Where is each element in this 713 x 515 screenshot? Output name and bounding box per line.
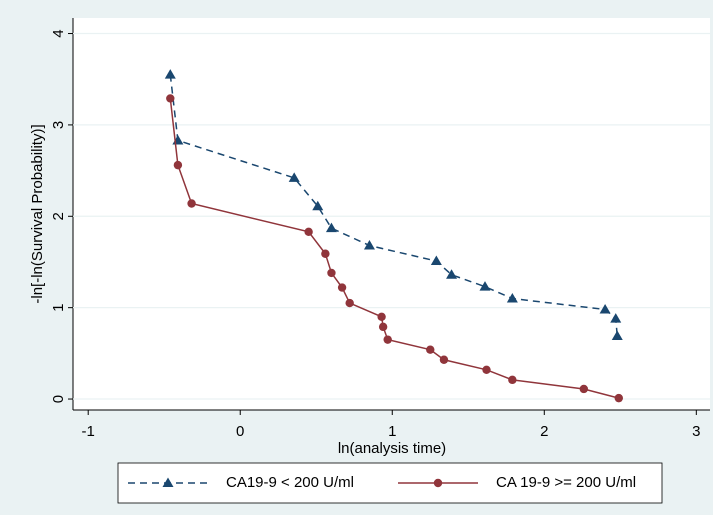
circle-marker — [377, 312, 386, 321]
circle-marker — [173, 160, 183, 170]
triangle-marker — [610, 313, 622, 323]
legend-label: CA 19-9 >= 200 U/ml — [496, 474, 636, 491]
triangle-marker — [599, 303, 611, 314]
legend-label: CA19-9 < 200 U/ml — [226, 474, 354, 491]
triangle-marker — [446, 269, 458, 279]
triangle-marker — [430, 255, 442, 266]
circle-marker — [321, 249, 330, 258]
y-tick-label: 3 — [50, 121, 67, 129]
circle-marker — [508, 375, 517, 385]
triangle-marker — [479, 281, 491, 291]
x-tick-label: 2 — [540, 423, 548, 440]
plot-area — [73, 18, 710, 410]
circle-marker — [187, 199, 196, 208]
circle-marker — [166, 94, 175, 103]
triangle-marker — [611, 330, 623, 340]
triangle-marker — [288, 172, 300, 182]
circle-marker — [482, 365, 491, 374]
y-axis-title: -ln[-ln(Survival Probability)] — [29, 124, 46, 303]
circle-marker — [579, 384, 589, 394]
circle-marker — [614, 393, 623, 403]
triangle-marker — [363, 240, 375, 250]
circle-marker — [378, 322, 388, 332]
legend-marker — [433, 478, 443, 488]
y-tick-label: 0 — [50, 395, 67, 403]
circle-marker — [345, 298, 354, 308]
legend-box — [117, 462, 663, 504]
triangle-marker — [506, 293, 518, 303]
circle-marker — [337, 283, 347, 292]
triangle-marker — [164, 69, 176, 79]
triangle-marker — [325, 222, 337, 233]
triangle-marker — [312, 200, 324, 211]
y-tick-label: 4 — [50, 29, 67, 37]
circle-marker — [304, 227, 313, 237]
legend-marker — [162, 477, 174, 487]
circle-marker — [439, 355, 449, 364]
circle-marker — [426, 345, 435, 354]
circle-marker — [327, 268, 336, 278]
circle-marker — [383, 335, 392, 344]
x-tick-label: 0 — [236, 423, 244, 440]
y-tick-label: 1 — [50, 303, 67, 311]
x-axis-title: ln(analysis time) — [338, 440, 446, 457]
x-tick-label: 3 — [692, 423, 700, 440]
x-tick-label: 1 — [388, 423, 396, 440]
y-tick-label: 2 — [50, 212, 67, 220]
x-tick-label: -1 — [82, 423, 95, 440]
